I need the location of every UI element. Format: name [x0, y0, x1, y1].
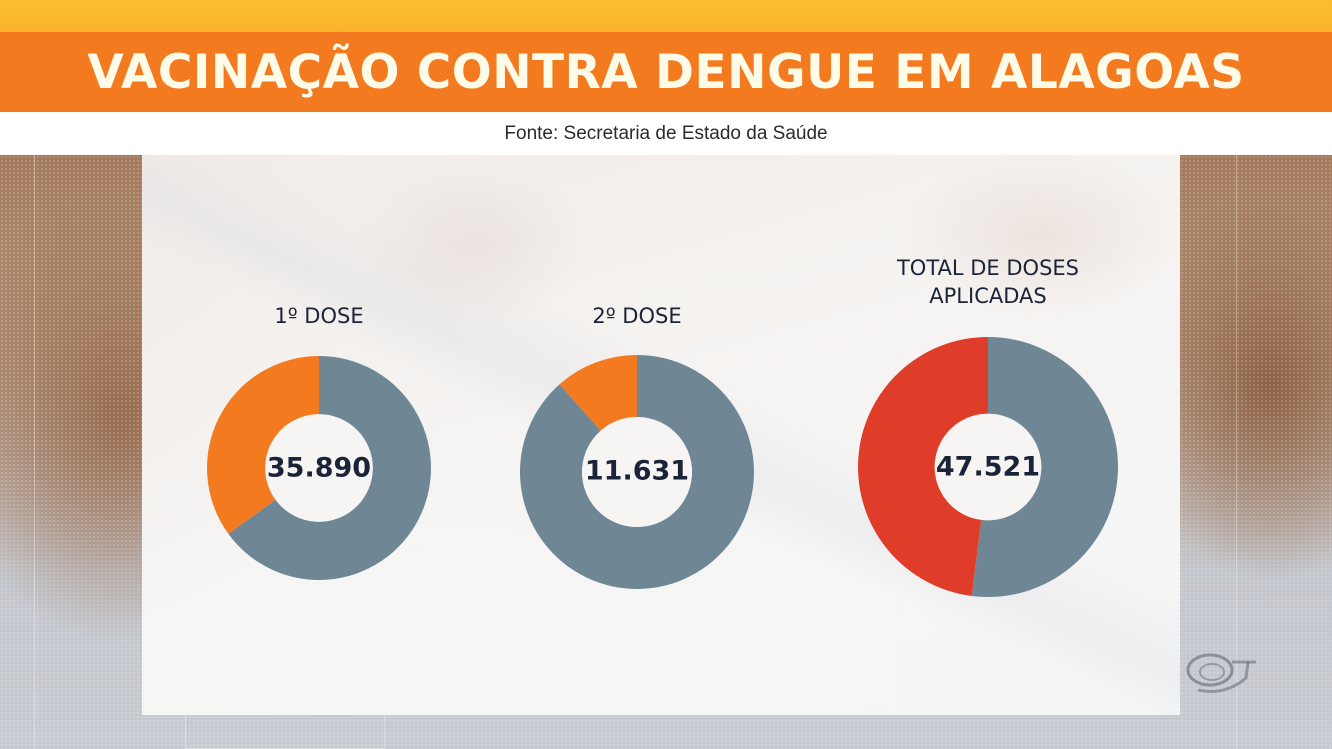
donut-segment-remaining [520, 355, 755, 589]
chart-title: 1º DOSE [274, 304, 364, 328]
donut-chart-second-dose [520, 355, 755, 589]
chart-title: 2º DOSE [592, 304, 682, 328]
chart-title: TOTAL DE DOSES APLICADAS [896, 256, 1080, 308]
donut-center-value: 11.631 [584, 455, 690, 487]
top-accent-bar [0, 0, 1332, 32]
donut-chart-total-doses [858, 337, 1118, 597]
donut-ring [207, 356, 431, 580]
donut-segment-highlight [858, 337, 988, 596]
chart-second-dose: 2º DOSE [537, 302, 737, 330]
source-caption: Fonte: Secretaria de Estado da Saúde [504, 122, 828, 144]
donut-segment-highlight [559, 355, 637, 431]
broadcaster-logo-icon [1186, 653, 1256, 693]
background-guide-line [1236, 155, 1237, 749]
donut-center-value: 47.521 [935, 451, 1041, 483]
donut-chart-first-dose [207, 356, 431, 580]
donut-segment-remaining [228, 356, 431, 580]
background-guide-line [34, 155, 35, 749]
donut-hole [265, 414, 373, 522]
title-bar: VACINAÇÃO CONTRA DENGUE EM ALAGOAS [0, 32, 1332, 112]
chart-total-doses: TOTAL DE DOSES APLICADAS [858, 254, 1118, 310]
donut-segment-remaining [971, 337, 1118, 597]
page-title: VACINAÇÃO CONTRA DENGUE EM ALAGOAS [87, 44, 1245, 100]
donut-hole [582, 417, 692, 527]
donut-ring [858, 337, 1118, 597]
source-bar: Fonte: Secretaria de Estado da Saúde [0, 112, 1332, 155]
chart-first-dose: 1º DOSE [219, 302, 419, 330]
donut-hole [934, 413, 1042, 521]
donut-center-value: 35.890 [266, 452, 372, 484]
donut-segment-highlight [207, 356, 319, 534]
donut-ring [520, 355, 755, 589]
